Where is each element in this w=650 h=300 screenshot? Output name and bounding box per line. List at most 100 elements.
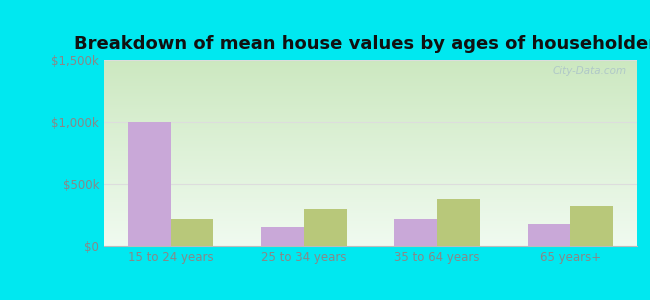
Bar [104, 225, 637, 226]
Bar [104, 149, 637, 150]
Bar [104, 192, 637, 193]
Bar [104, 134, 637, 135]
Bar [104, 155, 637, 156]
Bar [104, 216, 637, 217]
Bar [104, 136, 637, 137]
Bar [104, 84, 637, 85]
Bar [104, 226, 637, 227]
Bar [104, 236, 637, 237]
Bar [104, 175, 637, 176]
Bar [104, 145, 637, 146]
Title: Breakdown of mean house values by ages of householders: Breakdown of mean house values by ages o… [73, 35, 650, 53]
Bar [104, 154, 637, 155]
Bar [304, 209, 346, 246]
Bar [104, 195, 637, 196]
Bar [104, 110, 637, 111]
Bar [104, 86, 637, 87]
Bar [104, 60, 637, 61]
Bar [104, 108, 637, 109]
Bar [104, 245, 637, 246]
Bar [104, 171, 637, 172]
Bar [104, 120, 637, 122]
Bar [104, 128, 637, 129]
Bar [104, 67, 637, 68]
Bar [104, 101, 637, 102]
Bar [104, 94, 637, 95]
Bar [104, 77, 637, 78]
Bar [104, 116, 637, 117]
Bar [104, 69, 637, 70]
Bar [104, 193, 637, 194]
Bar [104, 185, 637, 187]
Bar [104, 219, 637, 220]
Bar [437, 199, 480, 246]
Bar [104, 242, 637, 243]
Bar [104, 174, 637, 175]
Bar [104, 106, 637, 107]
Bar [104, 235, 637, 236]
Bar [104, 223, 637, 224]
Bar [104, 164, 637, 165]
Bar [104, 107, 637, 108]
Bar [104, 72, 637, 73]
Bar [104, 105, 637, 106]
Bar [104, 206, 637, 207]
Bar [261, 227, 304, 246]
Bar [104, 167, 637, 168]
Bar [104, 137, 637, 138]
Bar [104, 227, 637, 228]
Bar [104, 119, 637, 120]
Bar [104, 229, 637, 230]
Bar [104, 187, 637, 188]
Bar [104, 80, 637, 81]
Bar [104, 168, 637, 169]
Bar [104, 89, 637, 90]
Bar [528, 224, 570, 246]
Text: City-Data.com: City-Data.com [552, 66, 627, 76]
Bar [104, 183, 637, 184]
Bar [104, 173, 637, 174]
Bar [104, 188, 637, 189]
Bar [104, 138, 637, 139]
Bar [104, 68, 637, 69]
Bar [104, 201, 637, 202]
Bar [104, 146, 637, 147]
Bar [104, 177, 637, 178]
Bar [104, 75, 637, 76]
Bar [104, 172, 637, 173]
Bar [104, 63, 637, 64]
Bar [104, 112, 637, 113]
Bar [104, 152, 637, 153]
Bar [104, 135, 637, 136]
Bar [104, 113, 637, 114]
Bar [104, 100, 637, 101]
Bar [104, 118, 637, 119]
Bar [104, 144, 637, 145]
Bar [104, 208, 637, 209]
Bar [104, 153, 637, 154]
Bar [104, 114, 637, 115]
Bar [104, 92, 637, 94]
Bar [104, 109, 637, 110]
Bar [104, 233, 637, 234]
Bar [104, 241, 637, 242]
Bar [104, 88, 637, 89]
Bar [104, 95, 637, 96]
Bar [104, 184, 637, 185]
Bar [104, 83, 637, 84]
Bar [104, 157, 637, 158]
Bar [104, 130, 637, 131]
Bar [104, 98, 637, 99]
Bar [104, 231, 637, 232]
Bar [104, 133, 637, 134]
Bar [104, 238, 637, 239]
Bar [104, 214, 637, 215]
Bar [104, 161, 637, 162]
Bar [104, 115, 637, 116]
Bar [104, 79, 637, 80]
Bar [104, 215, 637, 216]
Bar [104, 190, 637, 191]
Bar [104, 123, 637, 124]
Bar [104, 148, 637, 149]
Bar [104, 139, 637, 140]
